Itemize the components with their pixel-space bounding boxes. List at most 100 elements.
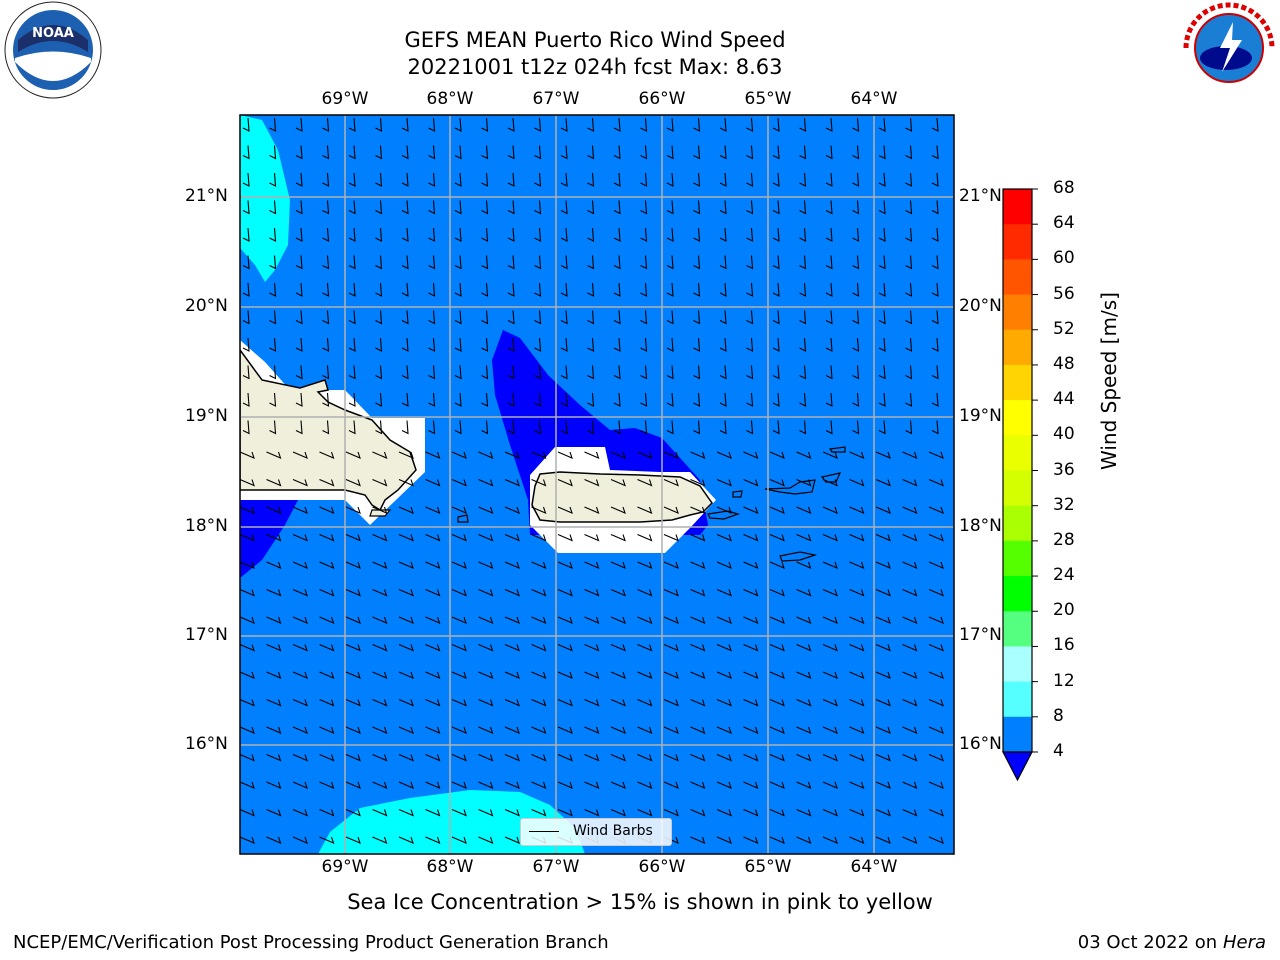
wind-barb <box>454 420 462 435</box>
wind-barb <box>928 698 944 707</box>
wind-barb <box>902 671 918 679</box>
wind-barb <box>640 337 648 352</box>
wind-barb <box>610 808 626 817</box>
wind-barb <box>746 420 754 435</box>
wind-barb <box>613 420 621 435</box>
wind-barb <box>610 588 626 597</box>
wind-region-under-4-west <box>240 500 298 578</box>
wind-barb <box>772 282 780 297</box>
wind-barb <box>690 808 706 817</box>
wind-barb <box>348 310 356 325</box>
noaa-logo: NOAA <box>0 0 106 100</box>
lat-label-left: 17°N <box>185 625 228 645</box>
wind-barb <box>584 533 600 542</box>
wind-barb <box>637 726 653 734</box>
wind-barb <box>693 117 701 132</box>
wind-barb <box>425 698 441 707</box>
wind-barb <box>240 781 255 789</box>
wind-barb <box>504 533 520 542</box>
wind-barb <box>451 533 467 542</box>
colorbar-segment <box>1003 435 1032 471</box>
wind-barb <box>242 337 250 352</box>
wind-barb <box>928 533 944 542</box>
wind-barb <box>928 671 944 679</box>
wind-barb <box>401 227 409 242</box>
lat-label-right: 19°N <box>959 406 1002 426</box>
wind-barb <box>663 698 679 707</box>
wind-barb <box>269 310 277 325</box>
wind-barb <box>905 282 913 297</box>
wind-barb <box>345 643 361 652</box>
wind-barb <box>637 808 653 817</box>
wind-barb <box>451 478 467 487</box>
wind-barb <box>693 420 701 435</box>
wind-barb <box>425 478 441 487</box>
wind-barb <box>425 836 441 844</box>
wind-barb <box>746 337 754 352</box>
wind-barb <box>292 753 308 762</box>
wind-barb <box>504 506 520 514</box>
wind-barb <box>693 337 701 352</box>
wind-barb <box>507 420 515 435</box>
wind-barb <box>640 172 648 187</box>
wind-barb <box>478 561 494 569</box>
wind-barb <box>481 337 489 352</box>
wind-barb <box>663 753 679 762</box>
lon-label-bottom: 68°W <box>426 857 474 877</box>
wind-barb <box>319 726 335 734</box>
wind-barb <box>375 337 383 352</box>
wind-barb <box>772 365 780 380</box>
wind-barb <box>587 172 595 187</box>
culebra-island <box>732 490 743 498</box>
wind-barb <box>295 145 303 160</box>
wind-barb <box>242 172 250 187</box>
lon-label-bottom: 69°W <box>321 857 369 877</box>
wind-barb <box>663 588 679 597</box>
wind-barb <box>322 392 330 407</box>
wind-barb <box>928 753 944 762</box>
wind-barb <box>507 117 515 132</box>
wind-barb <box>902 533 918 542</box>
wind-barb <box>825 337 833 352</box>
wind-barb <box>269 145 277 160</box>
wind-barb <box>822 726 838 734</box>
wind-barb <box>584 753 600 762</box>
wind-barb <box>825 310 833 325</box>
wind-barb <box>663 781 679 789</box>
wind-barb <box>902 643 918 652</box>
wind-barb <box>825 365 833 380</box>
wind-barb <box>796 561 812 569</box>
wind-barb <box>240 616 255 624</box>
footer-date-text: 03 Oct 2022 on <box>1077 932 1223 953</box>
wind-barb <box>769 671 785 679</box>
wind-barb <box>693 282 701 297</box>
wind-barb <box>931 145 939 160</box>
wind-barb <box>690 643 706 652</box>
wind-barb <box>796 478 812 487</box>
wind-barb <box>428 365 436 380</box>
wind-barb <box>398 808 414 817</box>
wind-barb <box>560 337 568 352</box>
wind-barb <box>269 337 277 352</box>
wind-barb <box>504 781 520 789</box>
wind-barb <box>719 145 727 160</box>
wind-barb <box>531 698 547 707</box>
wind-barb <box>902 836 918 844</box>
wind-barb <box>849 698 865 707</box>
wind-barb <box>931 255 939 270</box>
colorbar-tick-label: 68 <box>1053 178 1075 198</box>
wind-barb <box>266 781 282 789</box>
wind-barb <box>531 616 547 624</box>
wind-barb <box>266 533 282 542</box>
lat-label-left: 16°N <box>185 734 228 754</box>
wind-barb <box>905 365 913 380</box>
wind-barb <box>348 392 356 407</box>
wind-barb <box>425 781 441 789</box>
wind-barb <box>587 420 595 435</box>
wind-barb <box>796 616 812 624</box>
wind-barb <box>295 420 303 435</box>
colorbar-segment <box>1003 364 1032 401</box>
wind-barb <box>852 420 860 435</box>
wind-barb <box>372 671 388 679</box>
wind-barb <box>637 533 653 542</box>
